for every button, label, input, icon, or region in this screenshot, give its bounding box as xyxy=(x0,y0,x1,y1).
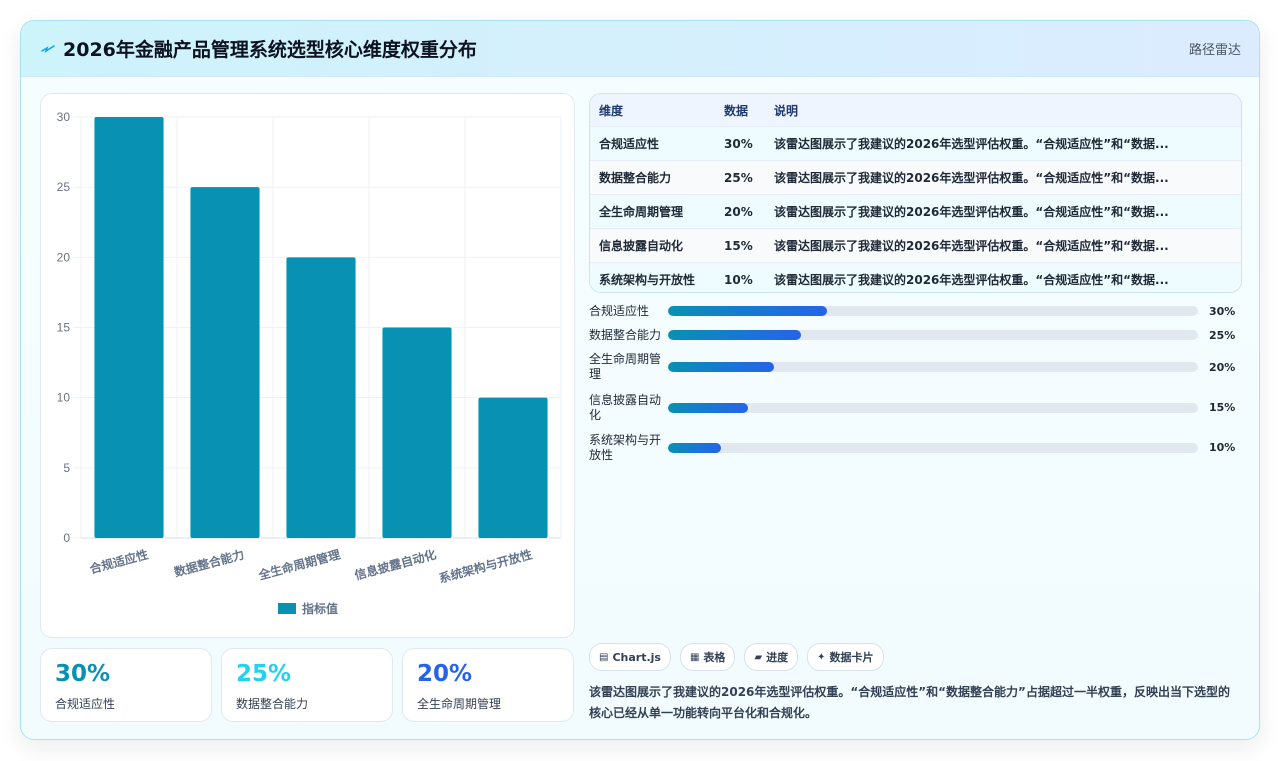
x-tick-label: 合规适应性 xyxy=(88,546,150,576)
table-cell-data: 30% xyxy=(724,126,774,161)
chip-progress[interactable]: ▰ 进度 xyxy=(744,643,799,671)
progress-label: 信息披露自动化 xyxy=(589,393,662,422)
table-icon: ▦ xyxy=(689,651,700,663)
y-tick-label: 15 xyxy=(57,321,71,335)
report-card: 2026年金融产品管理系统选型核心维度权重分布 路径雷达 0 5 10 15 20 25 3… xyxy=(20,20,1260,740)
table-cell-description: 该雷达图展示了我建议的2026年选型评估权重。“合规适应性”和“数据... xyxy=(774,228,1241,263)
table-row: 信息披露自动化 15% 该雷达图展示了我建议的2026年选型评估权重。“合规适应… xyxy=(590,228,1241,263)
progress-track xyxy=(668,362,1198,372)
table-row: 数据整合能力 25% 该雷达图展示了我建议的2026年选型评估权重。“合规适应性… xyxy=(590,160,1241,195)
y-tick-label: 0 xyxy=(63,531,70,545)
y-tick-label: 10 xyxy=(57,391,71,405)
chip-label: Chart.js xyxy=(612,650,661,664)
stat-card-3: 20% 全生命周期管理 xyxy=(402,648,574,722)
page-title: 2026年金融产品管理系统选型核心维度权重分布 xyxy=(63,39,477,61)
bar-1 xyxy=(94,117,164,538)
legend-label: 指标值 xyxy=(302,601,338,616)
table-row: 合规适应性 30% 该雷达图展示了我建议的2026年选型评估权重。“合规适应性”… xyxy=(590,126,1241,161)
bar-chart-panel: 0 5 10 15 20 25 30 合规适应性 数据整合能力 全生命周期管理 信息披露自动化 系统架… xyxy=(40,93,575,638)
title-wrap: 2026年金融产品管理系统选型核心维度权重分布 xyxy=(41,35,477,62)
x-tick-label: 全生命周期管理 xyxy=(256,546,342,582)
progress-track xyxy=(668,403,1198,413)
table-cell-dimension: 信息披露自动化 xyxy=(590,228,724,263)
card-icon: ✦ xyxy=(817,651,826,663)
progress-fill xyxy=(668,443,721,453)
chip-table[interactable]: ▦ 表格 xyxy=(679,643,736,671)
progress-track xyxy=(668,306,1198,316)
table-cell-data: 20% xyxy=(724,194,774,229)
table-cell-description: 该雷达图展示了我建议的2026年选型评估权重。“合规适应性”和“数据... xyxy=(774,160,1241,195)
progress-value: 25% xyxy=(1209,329,1236,342)
table-cell-dimension: 数据整合能力 xyxy=(590,160,724,195)
table-cell-description: 该雷达图展示了我建议的2026年选型评估权重。“合规适应性”和“数据... xyxy=(774,194,1241,229)
chip-label: 表格 xyxy=(703,651,726,664)
table-header-dimension: 维度 xyxy=(590,94,724,127)
stat-value: 30% xyxy=(55,661,111,687)
stat-label: 全生命周期管理 xyxy=(417,697,502,711)
table-header-description: 说明 xyxy=(774,94,1241,127)
bar-4 xyxy=(382,327,452,538)
progress-label: 合规适应性 xyxy=(589,304,650,318)
chip-chartjs[interactable]: ▤ Chart.js xyxy=(589,643,671,671)
progress-track xyxy=(668,330,1198,340)
spark-icon xyxy=(41,44,55,53)
progress-fill xyxy=(668,403,748,413)
stat-card-2: 25% 数据整合能力 xyxy=(221,648,393,722)
stat-value: 25% xyxy=(236,661,292,687)
y-tick-label: 25 xyxy=(57,180,71,194)
y-tick-label: 30 xyxy=(57,110,71,124)
progress-value: 10% xyxy=(1209,441,1236,454)
chip-label: 数据卡片 xyxy=(829,651,874,664)
table-cell-data: 15% xyxy=(724,228,774,263)
chip-data-card[interactable]: ✦ 数据卡片 xyxy=(807,643,884,671)
header: 2026年金融产品管理系统选型核心维度权重分布 路径雷达 xyxy=(21,21,1259,77)
progress-fill xyxy=(668,362,774,372)
progress-track xyxy=(668,443,1198,453)
mode-label[interactable]: 路径雷达 xyxy=(1188,43,1241,58)
legend-swatch xyxy=(278,603,296,614)
table-cell-data: 10% xyxy=(724,262,774,292)
table-header-data: 数据 xyxy=(724,94,774,127)
table-cell-dimension: 合规适应性 xyxy=(590,126,724,161)
table-header-row: 维度 数据 说明 xyxy=(590,94,1241,127)
stat-value: 20% xyxy=(417,661,473,687)
stat-label: 合规适应性 xyxy=(55,697,116,711)
progress-fill xyxy=(668,330,801,340)
y-tick-label: 5 xyxy=(63,461,70,475)
x-tick-label: 数据整合能力 xyxy=(172,546,245,579)
bar-2 xyxy=(190,187,260,538)
data-table-panel: 维度 数据 说明 合规适应性 30% 该雷达图展示了我建议的2026年选型评估权… xyxy=(589,93,1242,293)
progress-value: 15% xyxy=(1209,401,1236,414)
progress-label: 全生命周期管理 xyxy=(589,352,662,381)
table-row: 全生命周期管理 20% 该雷达图展示了我建议的2026年选型评估权重。“合规适应… xyxy=(590,194,1241,229)
x-tick-label: 系统架构与开放性 xyxy=(437,546,534,585)
progress-label: 系统架构与开放性 xyxy=(589,433,662,462)
table-cell-data: 25% xyxy=(724,160,774,195)
stat-label: 数据整合能力 xyxy=(236,697,309,711)
table-row: 系统架构与开放性 10% 该雷达图展示了我建议的2026年选型评估权重。“合规适… xyxy=(590,262,1241,292)
table-cell-description: 该雷达图展示了我建议的2026年选型评估权重。“合规适应性”和“数据... xyxy=(774,126,1241,161)
progress-value: 20% xyxy=(1209,361,1236,374)
y-tick-label: 20 xyxy=(57,250,71,264)
bar-5 xyxy=(478,397,548,538)
table-cell-dimension: 系统架构与开放性 xyxy=(590,262,724,292)
stat-card-1: 30% 合规适应性 xyxy=(40,648,212,722)
chip-label: 进度 xyxy=(766,651,789,664)
progress-label: 数据整合能力 xyxy=(589,328,662,342)
chart-icon: ▤ xyxy=(599,651,609,663)
data-table: 维度 数据 说明 合规适应性 30% 该雷达图展示了我建议的2026年选型评估权… xyxy=(590,94,1241,292)
x-tick-label: 信息披露自动化 xyxy=(353,546,438,582)
view-chips: ▤ Chart.js ▦ 表格 ▰ 进度 ✦ 数据卡片 xyxy=(589,643,893,671)
table-cell-description: 该雷达图展示了我建议的2026年选型评估权重。“合规适应性”和“数据... xyxy=(774,262,1241,292)
progress-icon: ▰ xyxy=(754,651,763,663)
bar-3 xyxy=(286,257,356,538)
progress-value: 30% xyxy=(1209,305,1236,318)
progress-fill xyxy=(668,306,827,316)
table-cell-dimension: 全生命周期管理 xyxy=(590,194,724,229)
bar-chart: 0 5 10 15 20 25 30 合规适应性 数据整合能力 全生命周期管理 信息披露自动化 系统架… xyxy=(57,110,562,616)
summary-text: 该雷达图展示了我建议的2026年选型评估权重。“合规适应性”和“数据整合能力”占… xyxy=(589,685,1230,720)
